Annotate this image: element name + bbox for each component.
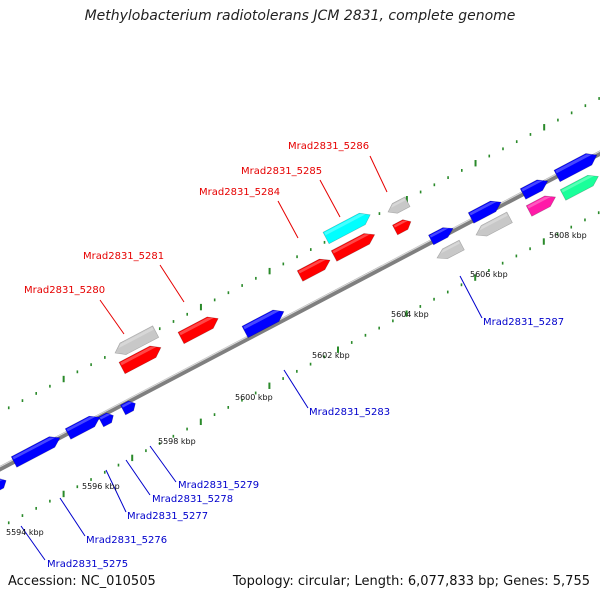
leader-5280 xyxy=(99,299,125,335)
kbp-label: 5594 kbp xyxy=(6,528,44,537)
gene-label-5283: Mrad2831_5283 xyxy=(309,407,390,418)
kbp-label: 5598 kbp xyxy=(158,437,196,446)
gene-feature xyxy=(436,239,465,259)
gene-feature-highlight xyxy=(118,327,154,349)
gene-feature-highlight xyxy=(479,213,508,231)
kbp-label: 5604 kbp xyxy=(391,310,429,319)
gene-feature xyxy=(519,179,549,200)
gene-feature-highlight xyxy=(561,175,595,193)
leader-5277 xyxy=(105,469,127,513)
gene-feature-highlight xyxy=(391,198,406,208)
gene-feature-highlight xyxy=(298,259,326,274)
gene-feature xyxy=(330,233,376,262)
leader-5287 xyxy=(459,275,483,319)
gene-feature xyxy=(559,174,599,201)
gene-feature-highlight xyxy=(555,154,593,174)
lower-tick-track xyxy=(7,211,600,525)
leader-5283 xyxy=(283,369,309,409)
topology-text: Topology: circular; Length: 6,077,833 bp… xyxy=(232,574,590,589)
leader-5284 xyxy=(277,200,299,239)
gene-feature-highlight xyxy=(12,437,56,460)
leader-5276 xyxy=(59,497,86,537)
gene-feature-highlight xyxy=(469,201,497,216)
leader-5275 xyxy=(20,525,46,561)
gene-label-5281: Mrad2831_5281 xyxy=(83,251,164,262)
gene-feature xyxy=(114,325,160,355)
gene-label-5277: Mrad2831_5277 xyxy=(127,511,208,522)
map-title: Methylobacterium radiotolerans JCM 2831,… xyxy=(84,8,516,24)
gene-feature xyxy=(392,219,412,236)
gene-feature xyxy=(120,400,136,416)
gene-feature-highlight xyxy=(66,416,96,432)
leader-5285 xyxy=(319,179,341,218)
accession-text: Accession: NC_010505 xyxy=(8,574,156,589)
gene-feature-highlight xyxy=(99,413,111,420)
kbp-label: 5596 kbp xyxy=(82,482,120,491)
gene-feature-highlight xyxy=(0,479,4,482)
gene-feature xyxy=(0,478,7,491)
gene-label-5287: Mrad2831_5287 xyxy=(483,317,564,328)
gene-feature xyxy=(241,309,285,339)
gene-feature xyxy=(64,415,101,440)
gene-feature-highlight xyxy=(429,228,450,238)
gene-feature-highlight xyxy=(243,310,280,330)
gene-feature xyxy=(98,412,114,428)
gene-label-5275: Mrad2831_5275 xyxy=(47,559,128,570)
kbp-label: 5606 kbp xyxy=(470,270,508,279)
kbp-label: 5600 kbp xyxy=(235,393,273,402)
features xyxy=(0,153,599,491)
gene-feature xyxy=(177,316,219,345)
gene-feature-highlight xyxy=(121,401,133,408)
gene-label-5279: Mrad2831_5279 xyxy=(178,480,259,491)
kbp-label: 5602 kbp xyxy=(312,351,350,360)
gene-feature-highlight xyxy=(527,196,552,209)
leader-5278 xyxy=(125,459,151,496)
gene-feature xyxy=(428,227,454,246)
gene-feature xyxy=(475,211,513,237)
leader-5286 xyxy=(369,155,388,193)
gene-feature-highlight xyxy=(393,220,408,228)
gene-label-5284: Mrad2831_5284 xyxy=(199,187,280,198)
gene-label-5280: Mrad2831_5280 xyxy=(24,285,105,296)
gene-feature-highlight xyxy=(324,214,366,236)
leader-5281 xyxy=(159,264,185,303)
gene-feature-highlight xyxy=(179,317,214,336)
gene-feature xyxy=(296,258,331,282)
gene-feature xyxy=(118,345,162,375)
gene-label-5286: Mrad2831_5286 xyxy=(288,141,369,152)
gene-label-5276: Mrad2831_5276 xyxy=(86,535,167,546)
gene-feature xyxy=(387,196,411,214)
gene-feature xyxy=(525,195,557,217)
leader-lines xyxy=(20,155,483,561)
gene-feature xyxy=(322,212,371,245)
kbp-label: 5608 kbp xyxy=(549,231,587,240)
gene-feature xyxy=(10,436,61,468)
gene-feature xyxy=(467,200,502,224)
gene-feature xyxy=(553,153,598,183)
gene-feature-highlight xyxy=(521,180,544,192)
gene-label-5278: Mrad2831_5278 xyxy=(152,494,233,505)
gene-feature-highlight xyxy=(332,234,371,254)
gene-feature-highlight xyxy=(440,241,460,254)
gene-feature-highlight xyxy=(120,346,157,366)
leader-5279 xyxy=(149,445,177,483)
gene-label-5285: Mrad2831_5285 xyxy=(241,166,322,177)
